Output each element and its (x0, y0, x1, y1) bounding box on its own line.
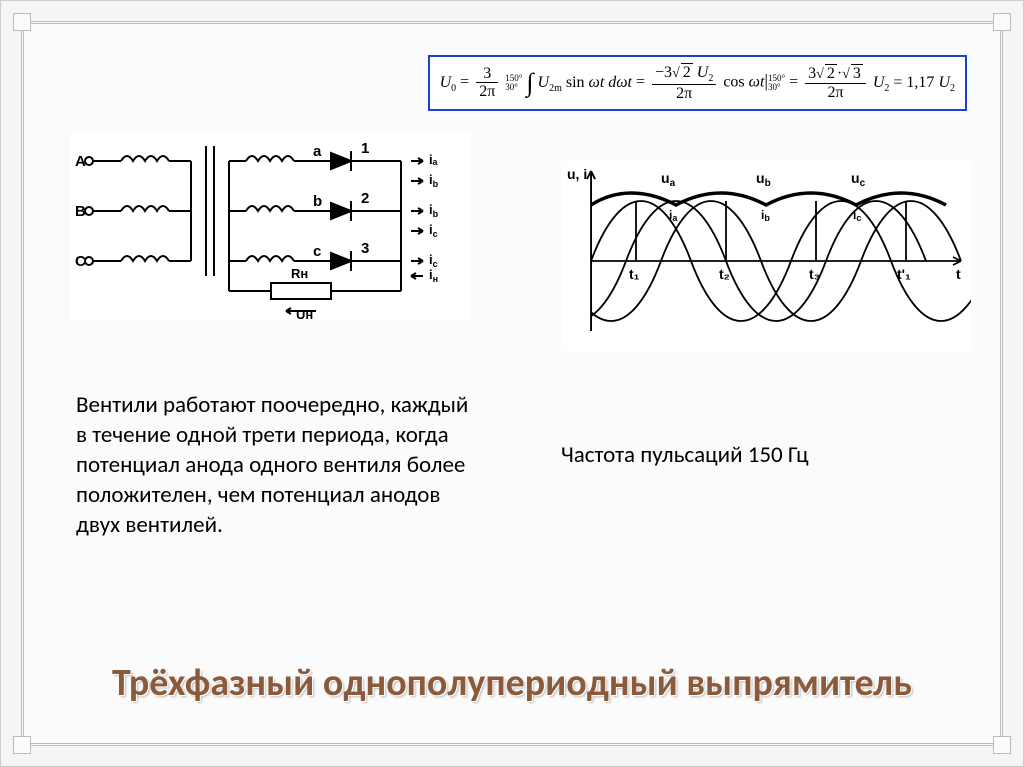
primary-phase-B (85, 206, 191, 215)
label-d2: 2 (361, 190, 369, 207)
frame-corner (13, 13, 31, 31)
label-C: C (75, 253, 86, 270)
label-d3: 3 (361, 240, 369, 257)
tick-t3: t₃ (809, 266, 820, 282)
waveform-diagram: u, i t ua ub uc ia ib ic t₁ t₂ t₃ t'₁ (561, 161, 971, 351)
primary-phase-A (85, 156, 191, 165)
svg-text:ib: ib (429, 172, 439, 189)
circuit-diagram: A B C a b c 1 2 3 iₐ ib ib ic ic iн Rн U… (71, 131, 471, 321)
formula-final: = 1,17 U2 (893, 74, 955, 91)
mid-den: 2π (652, 85, 716, 103)
svg-text:iₐ: iₐ (429, 152, 438, 167)
int-limits: 150°30° (505, 74, 522, 92)
paragraph-freq: Частота пульсаций 150 Гц (561, 441, 809, 469)
slide-frame (21, 21, 1003, 746)
label-d1: 1 (361, 140, 369, 157)
rhs-den: 2π (805, 84, 866, 102)
svg-text:ic: ic (853, 208, 861, 223)
label-a: a (313, 143, 322, 160)
mid-num: −3√2 U2 (652, 63, 716, 85)
integral-sign: ∫ (526, 68, 533, 98)
tick-t1p: t'₁ (897, 266, 911, 282)
formula-box: U0 = 32π 150°30° ∫ U2m sin ωt dωt = −3√2… (428, 55, 967, 111)
paragraph-main: Вентили работают поочередно, каждый в те… (76, 391, 476, 540)
frame-corner (993, 736, 1011, 754)
svg-text:ib: ib (761, 208, 770, 223)
svg-text:iн: iн (429, 267, 438, 284)
tick-t1: t₁ (629, 266, 640, 282)
frame-corner (993, 13, 1011, 31)
svg-text:ic: ic (429, 222, 438, 239)
coef-num: 3 (476, 65, 498, 84)
label-A: A (75, 153, 86, 170)
label-Rn: Rн (291, 266, 308, 281)
label-c: c (313, 243, 321, 260)
slide-title: Трёхфазный однополупериодный выпрямитель (1, 662, 1023, 706)
svg-text:uc: uc (851, 170, 866, 189)
rhs-tail: U2 (873, 74, 890, 91)
slide: U0 = 32π 150°30° ∫ U2m sin ωt dωt = −3√2… (0, 0, 1024, 767)
coef-den: 2π (476, 83, 498, 101)
svg-text:ia: ia (669, 208, 678, 223)
formula-lhs: U0 (440, 74, 457, 91)
rhs-num: 3√2·√3 (805, 64, 866, 84)
tick-t2: t₂ (719, 266, 730, 282)
svg-text:ub: ub (756, 170, 771, 189)
label-Un: Uн (296, 307, 313, 321)
mid-limits: 150°30° (768, 74, 785, 92)
integrand: U2m sin ωt dωt (538, 74, 633, 91)
label-B: B (75, 203, 86, 220)
svg-text:ua: ua (661, 170, 676, 189)
primary-phase-C (85, 256, 191, 265)
mid-tail: cos ωt (723, 74, 764, 91)
svg-text:ib: ib (429, 202, 439, 219)
y-axis-label: u, i (567, 166, 587, 182)
x-axis-label: t (956, 266, 961, 282)
label-b: b (313, 193, 322, 210)
frame-corner (13, 736, 31, 754)
